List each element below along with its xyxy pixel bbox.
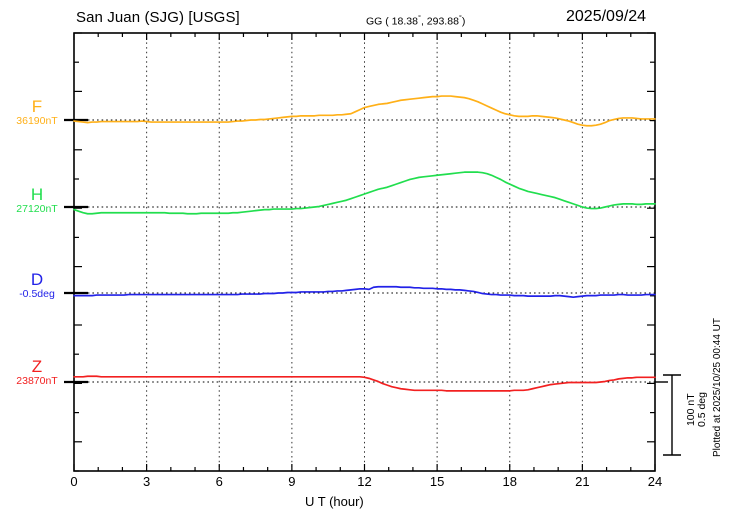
component-letter-f: F [31,97,43,116]
trace-z [73,375,656,392]
geo-lat-prefix: GG ( 18.38 [366,15,418,28]
x-tick-label: 21 [575,474,590,489]
geographic-coordinates: GG ( 18.38°, 293.88°) [366,13,465,28]
degree-icon: ° [458,13,462,22]
component-baseline-f: 36190nT [16,115,58,127]
x-tick-label: 6 [215,474,223,489]
x-tick-label: 18 [502,474,517,489]
component-baseline-z: 23870nT [16,375,58,387]
component-baseline-d: -0.5deg [19,288,55,300]
plotted-at-stamp: Plotted at 2025/10/25 00:44 UT [712,318,723,457]
trace-d [73,285,656,299]
component-label-z: Z 23870nT [2,358,72,387]
component-label-h: H 27120nT [2,186,72,215]
component-label-f: F 36190nT [2,98,72,127]
observation-date: 2025/09/24 [566,8,647,25]
trace-h [73,171,656,215]
degree-icon: ° [417,13,421,22]
component-baseline-h: 27120nT [16,203,58,215]
scale-bar-deg: 0.5 deg [696,392,708,428]
geo-lon: , 293.88 [420,15,459,28]
page-title: San Juan (SJG) [USGS] [76,9,240,26]
x-tick-label: 0 [70,474,78,489]
x-tick-label: 24 [647,474,663,489]
component-letter-d: D [30,270,44,289]
component-letter-h: H [30,185,44,204]
x-tick-label: 9 [288,474,296,489]
geo-suffix: ) [461,15,466,28]
scale-bar-caption: 100 nT 0.5 deg [685,392,708,428]
x-tick-label: 15 [429,474,445,489]
trace-f [73,95,656,127]
x-tick-label: 12 [357,474,372,489]
x-tick-label: 3 [143,474,151,489]
component-letter-z: Z [31,357,43,376]
x-axis-title: U T (hour) [305,494,364,509]
component-label-d: D -0.5deg [2,271,72,300]
